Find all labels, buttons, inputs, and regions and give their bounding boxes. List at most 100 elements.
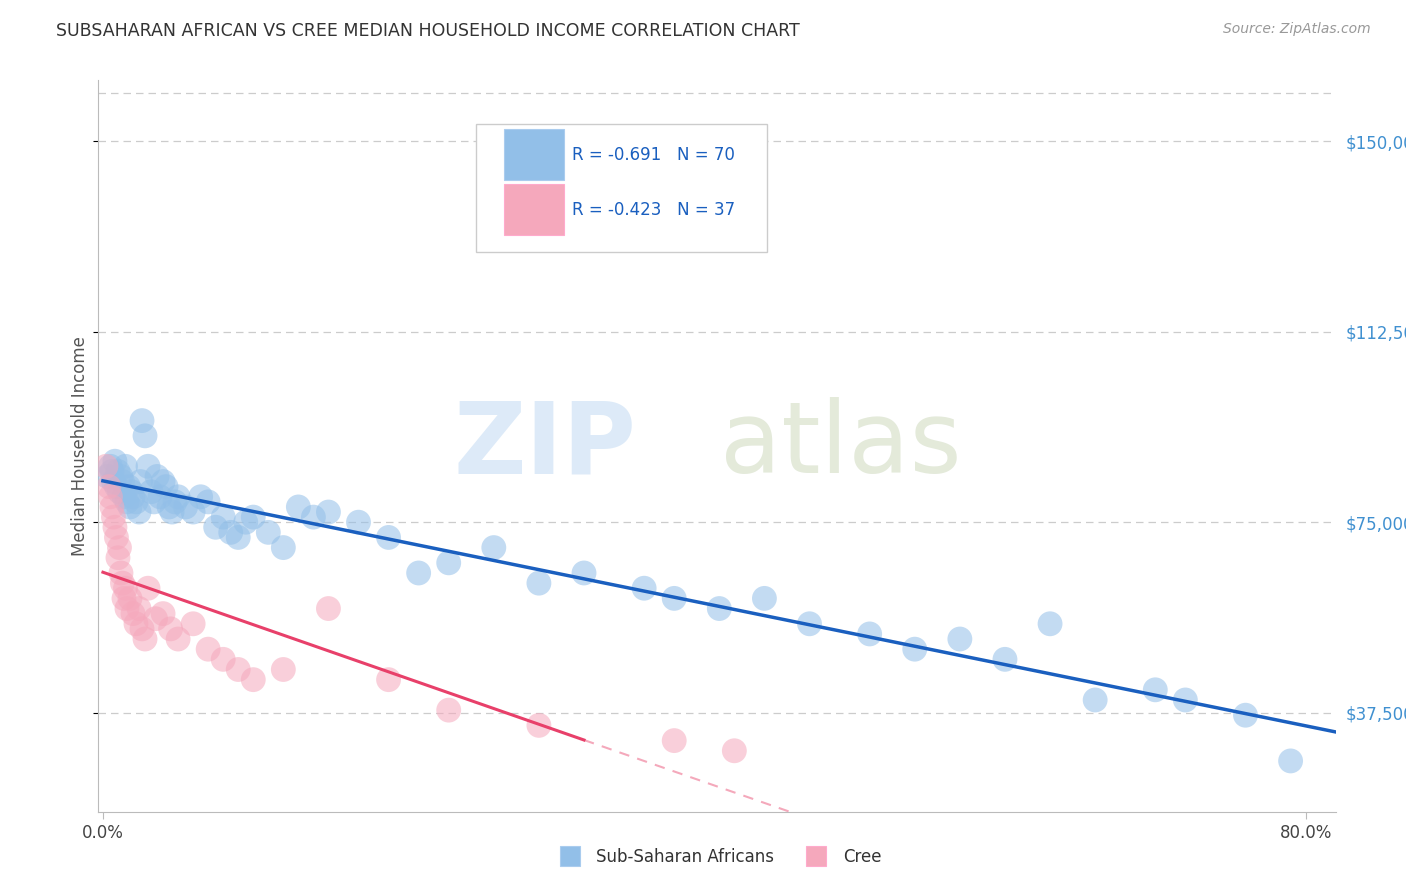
Point [347,515,370,529]
Point [100,459,122,474]
Point [152,607,174,621]
Point [190,490,212,504]
Point [103,475,125,489]
Point [105,530,128,544]
Point [408,566,430,580]
Point [157,500,180,514]
Point [226,530,249,544]
FancyBboxPatch shape [505,129,564,180]
Point [108,541,131,555]
Text: R = -0.423   N = 37: R = -0.423 N = 37 [572,201,735,219]
Point [143,495,166,509]
Point [377,530,399,544]
Point [110,566,132,580]
Point [129,475,152,489]
Point [1279,754,1302,768]
Point [167,632,190,646]
Point [104,520,127,534]
Point [204,520,226,534]
Point [949,632,972,646]
Point [226,663,249,677]
Point [101,500,124,514]
Point [859,627,882,641]
Point [122,607,145,621]
Point [125,616,148,631]
Point [709,601,731,615]
Point [115,601,138,615]
Point [146,469,169,483]
Point [1039,616,1062,631]
Point [664,591,686,606]
Point [318,601,340,615]
Point [287,500,309,514]
FancyBboxPatch shape [475,124,766,252]
Point [149,490,172,504]
Point [115,495,138,509]
Point [139,484,162,499]
Point [97,480,120,494]
Point [114,581,136,595]
Point [723,744,745,758]
Point [212,652,235,666]
Point [167,490,190,504]
Point [257,525,280,540]
Point [108,484,131,499]
Point [160,505,183,519]
Point [107,464,129,478]
Point [1084,693,1107,707]
Point [664,733,686,747]
Point [527,576,550,591]
Point [302,510,325,524]
Point [118,500,141,514]
Point [754,591,776,606]
Point [273,541,295,555]
Point [111,475,134,489]
Text: Source: ZipAtlas.com: Source: ZipAtlas.com [1223,22,1371,37]
Point [152,475,174,489]
Point [128,505,150,519]
Point [136,581,159,595]
Point [165,495,187,509]
Point [110,469,132,483]
Point [377,673,399,687]
Point [1234,708,1257,723]
Point [437,556,460,570]
Point [112,591,135,606]
Point [94,459,117,474]
Point [159,622,181,636]
Point [572,566,595,580]
Point [1144,682,1167,697]
Point [273,663,295,677]
Text: ZIP: ZIP [454,398,637,494]
Point [112,490,135,504]
Point [134,632,156,646]
Point [174,500,197,514]
Point [318,505,340,519]
Point [1174,693,1197,707]
Point [904,642,927,657]
Point [145,612,167,626]
Point [242,673,264,687]
Point [117,480,139,494]
Point [242,510,264,524]
Point [103,510,125,524]
FancyBboxPatch shape [505,184,564,235]
Point [197,495,219,509]
Point [105,480,128,494]
Point [136,459,159,474]
Text: SUBSAHARAN AFRICAN VS CREE MEDIAN HOUSEHOLD INCOME CORRELATION CHART: SUBSAHARAN AFRICAN VS CREE MEDIAN HOUSEH… [56,22,800,40]
Point [155,480,177,494]
Point [122,490,145,504]
Point [437,703,460,717]
Point [125,495,148,509]
Point [633,581,655,595]
Point [219,525,242,540]
Point [128,601,150,615]
Point [131,414,153,428]
Point [212,510,235,524]
Point [131,622,153,636]
Point [100,490,122,504]
Point [111,576,134,591]
Point [181,505,204,519]
Point [96,469,118,483]
